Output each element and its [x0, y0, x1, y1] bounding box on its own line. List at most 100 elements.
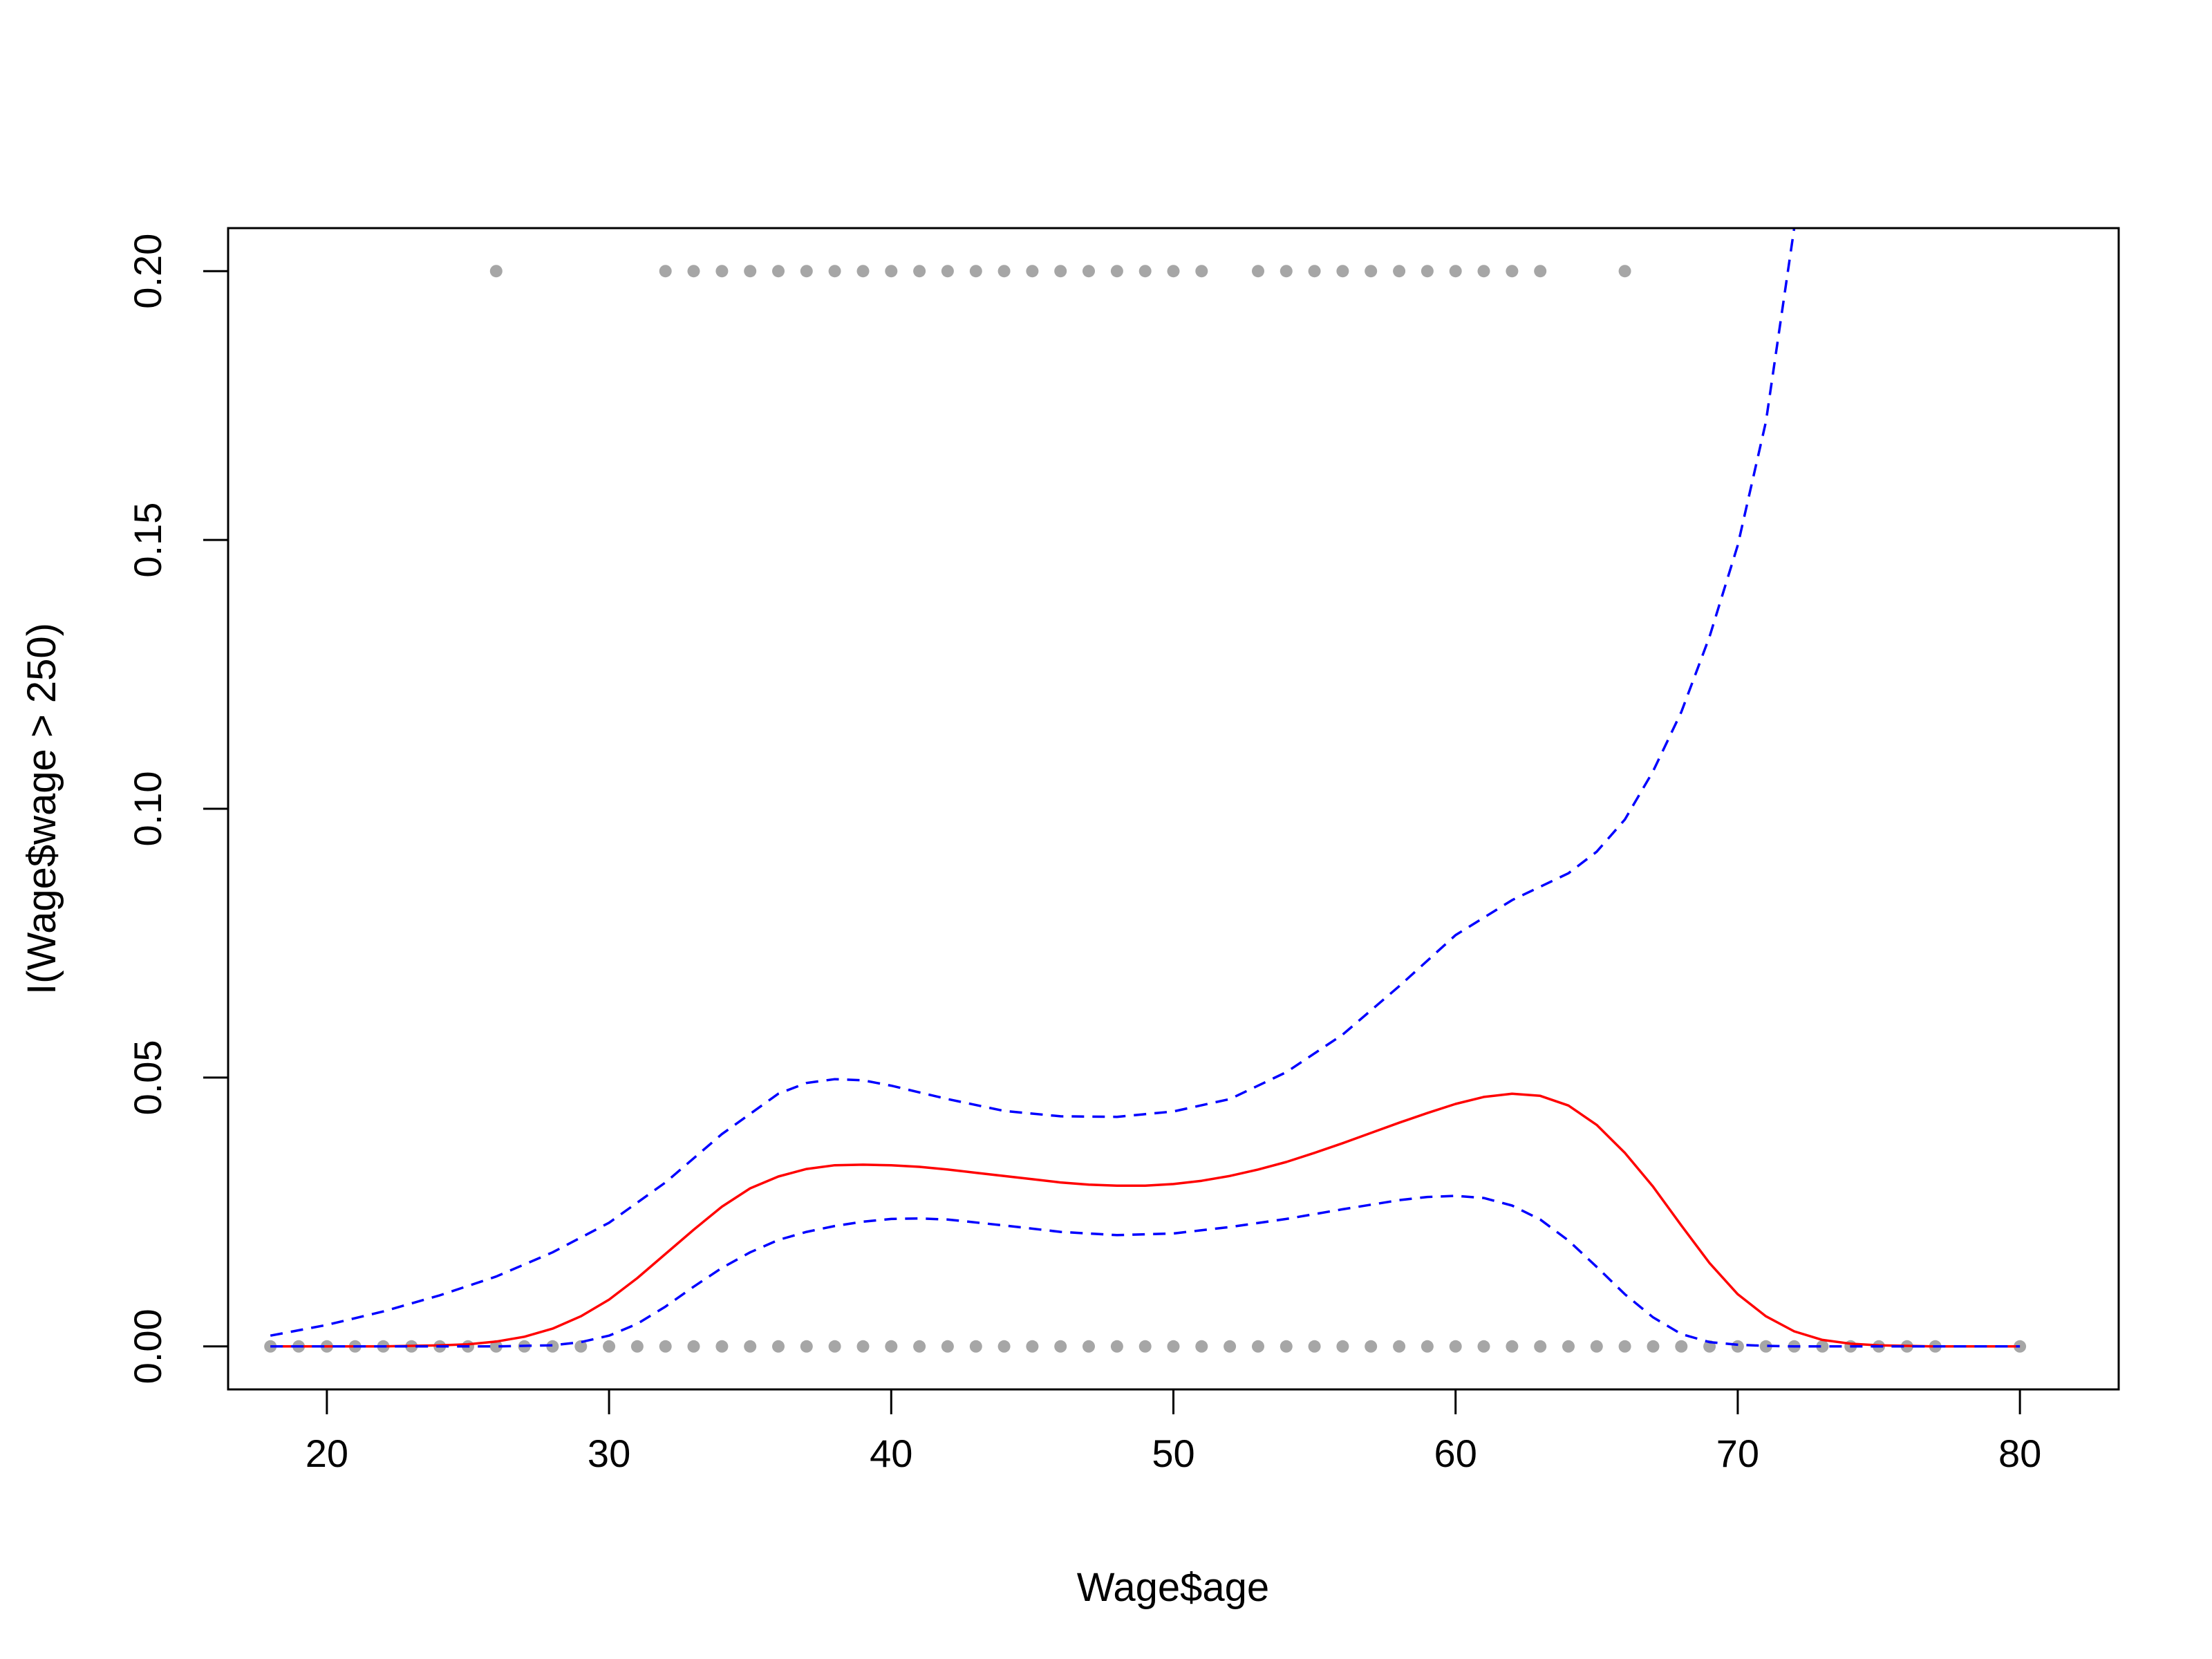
data-point — [1647, 1340, 1660, 1353]
data-point — [828, 1340, 841, 1353]
data-point — [1562, 1340, 1575, 1353]
data-point — [1252, 1340, 1264, 1353]
data-point — [1138, 1340, 1152, 1353]
data-point — [1449, 1340, 1462, 1353]
data-point — [941, 265, 954, 278]
data-point — [772, 265, 785, 278]
data-point — [1816, 1340, 1829, 1353]
data-point — [1308, 265, 1321, 278]
data-point — [856, 1340, 870, 1353]
data-point — [574, 1340, 588, 1353]
x-axis: 20 30 40 50 60 70 80 — [306, 1388, 2041, 1475]
data-point — [630, 1340, 644, 1353]
data-point — [1054, 1340, 1067, 1353]
x-tick-label: 40 — [870, 1432, 912, 1475]
x-axis-label: Wage$age — [1077, 1565, 1269, 1610]
data-point — [997, 265, 1011, 278]
confidence-band-line-1 — [270, 228, 1796, 1337]
data-point — [969, 265, 982, 278]
data-point — [1477, 1340, 1490, 1353]
data-point — [1110, 265, 1123, 278]
data-point — [885, 265, 898, 278]
data-point — [1195, 1340, 1208, 1353]
data-point — [1026, 265, 1039, 278]
data-point — [1477, 265, 1490, 278]
data-point — [1590, 1340, 1603, 1353]
data-point — [1252, 265, 1264, 278]
data-point — [1082, 1340, 1095, 1353]
y-tick-label: 0.00 — [126, 1309, 169, 1384]
data-point — [1421, 1340, 1434, 1353]
data-point — [603, 1340, 616, 1353]
data-point — [856, 265, 870, 278]
data-point — [1167, 265, 1180, 278]
data-point — [1365, 265, 1378, 278]
x-tick-label: 80 — [1998, 1432, 2041, 1475]
x-tick-label: 20 — [306, 1432, 348, 1475]
x-tick-label: 30 — [588, 1432, 630, 1475]
data-point — [659, 265, 672, 278]
data-point — [1534, 1340, 1547, 1353]
data-point — [969, 1340, 982, 1353]
data-point — [941, 1340, 954, 1353]
data-point — [1365, 1340, 1378, 1353]
data-point — [659, 1340, 672, 1353]
data-point — [913, 265, 926, 278]
data-point — [1506, 265, 1519, 278]
data-point — [744, 1340, 757, 1353]
y-tick-label: 0.20 — [126, 234, 169, 309]
y-tick-label: 0.15 — [126, 503, 169, 578]
data-point — [1026, 1340, 1039, 1353]
data-point — [687, 1340, 700, 1353]
data-point — [828, 265, 841, 278]
data-point — [1280, 1340, 1293, 1353]
fitted-curve-line — [270, 1092, 2021, 1348]
data-point — [1534, 265, 1547, 278]
data-point — [1280, 265, 1293, 278]
data-point — [546, 1340, 559, 1353]
data-point — [1110, 1340, 1123, 1353]
data-point — [715, 1340, 729, 1353]
data-point — [1675, 1340, 1688, 1353]
data-point — [1336, 265, 1349, 278]
data-point — [489, 1340, 503, 1353]
plot-frame — [227, 227, 2120, 1391]
x-tick-label: 70 — [1716, 1432, 1759, 1475]
y-axis: 0.00 0.05 0.10 0.15 0.20 — [126, 234, 229, 1384]
data-point — [715, 265, 729, 278]
data-point — [1054, 265, 1067, 278]
data-point — [913, 1340, 926, 1353]
data-point — [1618, 265, 1631, 278]
data-point — [489, 265, 503, 278]
data-point — [1082, 265, 1095, 278]
x-tick-label: 60 — [1434, 1432, 1477, 1475]
data-point — [885, 1340, 898, 1353]
data-point — [1506, 1340, 1519, 1353]
y-tick-label: 0.05 — [126, 1040, 169, 1115]
fit-lines — [270, 228, 2021, 1348]
x-tick-label: 50 — [1152, 1432, 1194, 1475]
data-point — [1336, 1340, 1349, 1353]
confidence-band-line-2 — [270, 1194, 2021, 1348]
data-point — [1731, 1340, 1744, 1353]
data-point — [744, 265, 757, 278]
data-point — [1195, 265, 1208, 278]
data-points — [264, 265, 2027, 1353]
data-point — [800, 1340, 813, 1353]
y-tick-label: 0.10 — [126, 771, 169, 847]
data-point — [1421, 265, 1434, 278]
data-point — [997, 1340, 1011, 1353]
data-point — [1393, 1340, 1406, 1353]
data-point — [1759, 1340, 1772, 1353]
data-point — [1449, 265, 1462, 278]
data-point — [1393, 265, 1406, 278]
data-point — [687, 265, 700, 278]
data-point — [1138, 265, 1152, 278]
data-point — [1167, 1340, 1180, 1353]
data-point — [1308, 1340, 1321, 1353]
data-point — [1224, 1340, 1237, 1353]
data-point — [800, 265, 813, 278]
data-point — [1618, 1340, 1631, 1353]
y-axis-label: I(Wage$wage > 250) — [19, 623, 64, 995]
